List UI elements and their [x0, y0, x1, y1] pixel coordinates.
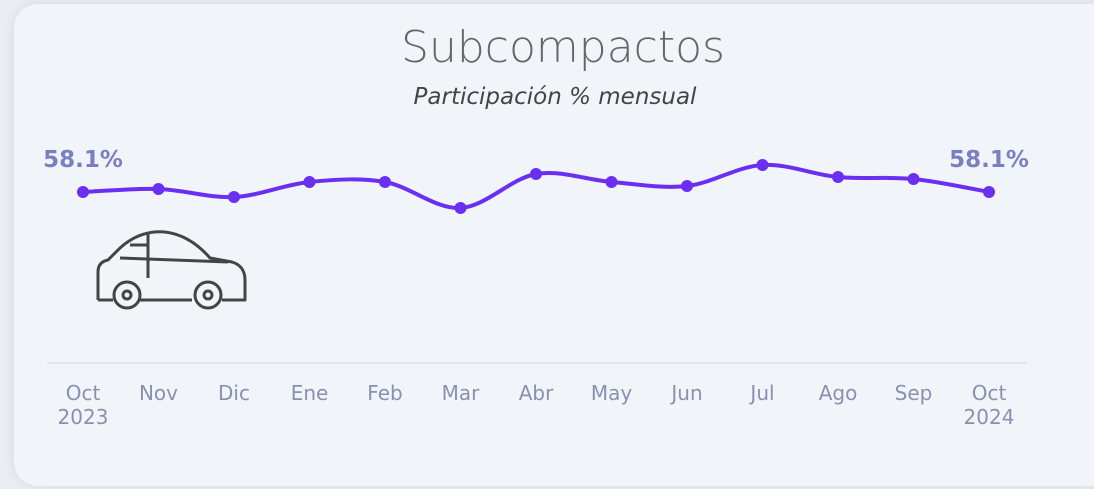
- point: [152, 183, 165, 195]
- x-tick-label: Ago: [818, 381, 858, 405]
- x-tick-label: Oct 2023: [57, 381, 109, 429]
- point: [681, 180, 693, 192]
- x-tick-label: Ene: [290, 381, 329, 405]
- x-tick-label: Sep: [894, 381, 933, 405]
- point: [228, 191, 240, 203]
- point: [605, 176, 618, 188]
- x-tick-label: Feb: [367, 381, 403, 405]
- x-tick-label: Dic: [218, 381, 250, 405]
- value-label: 58.1%: [949, 147, 1029, 173]
- car-icon: [96, 230, 247, 310]
- point: [907, 173, 920, 185]
- point: [77, 186, 89, 198]
- x-tick-label: Oct 2024: [963, 381, 1015, 429]
- point: [756, 159, 769, 171]
- point: [530, 168, 542, 180]
- point: [832, 171, 844, 183]
- point: [379, 176, 391, 188]
- x-tick-label: Jun: [671, 381, 703, 405]
- point: [983, 186, 995, 198]
- chart-subtitle: Participación % mensual: [414, 84, 698, 110]
- value-label: 58.1%: [43, 147, 123, 173]
- x-tick-label: Nov: [138, 381, 179, 405]
- x-tick-label: Jul: [750, 381, 775, 405]
- x-tick-label: Mar: [441, 381, 480, 405]
- x-tick-label: May: [590, 381, 633, 405]
- point: [454, 202, 467, 214]
- point: [303, 176, 316, 188]
- x-tick-label: Abr: [518, 381, 554, 405]
- chart-title: Subcompactos: [401, 22, 725, 73]
